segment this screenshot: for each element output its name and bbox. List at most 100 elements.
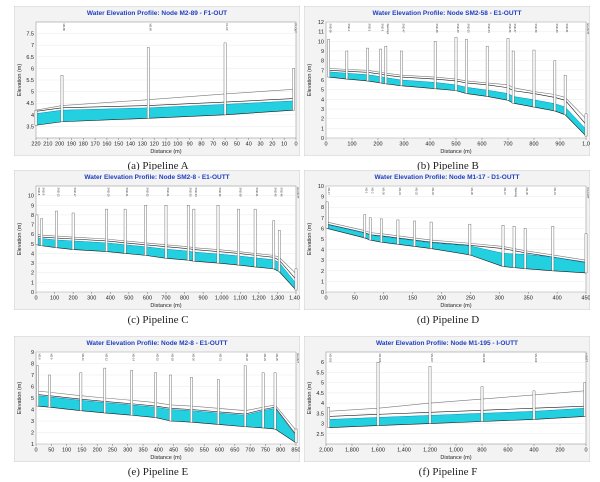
- x-tick-label: 0: [324, 142, 327, 148]
- x-tick-label: 450: [581, 296, 590, 302]
- x-tick-label: 600: [477, 142, 486, 148]
- y-tick-label: 9: [321, 195, 324, 201]
- y-axis-label: Elevation (m): [17, 223, 23, 256]
- node-label: SM2-59: [534, 24, 538, 34]
- y-tick-label: 9: [31, 203, 34, 209]
- y-tick-label: 6: [321, 78, 324, 84]
- panel-caption: (a) Pipeline A: [127, 160, 189, 172]
- node-label: M1-30: [381, 188, 385, 196]
- water-fill: [36, 100, 294, 126]
- x-tick-label: 750: [261, 448, 270, 454]
- y-axis-label: Elevation (m): [307, 223, 313, 256]
- node-label: M2-89: [62, 24, 66, 32]
- x-tick-label: 50: [352, 296, 358, 302]
- y-tick-label: 2: [31, 271, 34, 277]
- node-label: SM2-21: [125, 188, 129, 198]
- node-manhole: [553, 60, 557, 112]
- node-manhole: [325, 201, 329, 229]
- y-tick-label: 9: [321, 49, 324, 55]
- x-tick-label: 900: [199, 296, 208, 302]
- x-tick-label: 350: [524, 296, 533, 302]
- y-tick-label: 4: [321, 401, 324, 407]
- x-tick-label: 10: [281, 142, 287, 148]
- x-tick-label: 2,000: [319, 448, 333, 454]
- node-manhole: [186, 205, 190, 261]
- y-tick-label: 2: [321, 269, 324, 275]
- node-label: E1-OUTT: [586, 24, 590, 36]
- node-manhole: [583, 382, 587, 417]
- water-fill: [328, 408, 585, 428]
- y-tick-label: 3: [321, 107, 324, 113]
- node-label: M2-25: [275, 354, 279, 362]
- x-tick-label: 0: [294, 142, 297, 148]
- x-tick-label: 600: [143, 296, 152, 302]
- x-tick-label: 0: [584, 448, 587, 454]
- x-tick-label: 180: [79, 142, 88, 148]
- node-label: SM2-48: [435, 24, 439, 34]
- profile-panel-5: Water Elevation Profile: Node M2-8 - E1-…: [14, 336, 302, 462]
- node-manhole: [384, 45, 388, 85]
- node-manhole: [433, 41, 437, 89]
- y-tick-label: 1: [31, 442, 34, 448]
- node-manhole: [429, 221, 433, 249]
- node-label: SM2-17: [73, 188, 77, 198]
- y-tick-label: 12: [318, 20, 324, 26]
- pipe-invert-line: [36, 244, 297, 291]
- y-tick-label: 5: [31, 90, 34, 96]
- chart-title: Water Elevation Profile: Node SM2-8 - E1…: [84, 174, 229, 181]
- y-tick-label: 5: [321, 88, 324, 94]
- node-label: I-OUTT: [585, 354, 589, 363]
- node-manhole: [584, 233, 588, 274]
- node-manhole: [105, 208, 108, 252]
- y-tick-label: 6: [321, 360, 324, 366]
- node-manhole: [272, 220, 276, 270]
- chart-title: Water Elevation Profile: Node M1-17 - D1…: [375, 174, 520, 181]
- node-label: SM2-25: [146, 188, 150, 198]
- ground-line: [328, 390, 585, 412]
- x-tick-label: 200: [69, 296, 78, 302]
- y-axis-label: Elevation (m): [307, 382, 313, 415]
- node-manhole: [584, 113, 588, 137]
- y-tick-label: 11: [318, 30, 324, 36]
- profile-panel-2: Water Elevation Profile: Node SM2-58 - E…: [304, 6, 592, 156]
- node-manhole: [368, 217, 372, 241]
- water-surface-line: [36, 237, 297, 284]
- x-axis-label: Distance (m): [150, 303, 181, 309]
- node-manhole: [400, 50, 403, 86]
- node-label: SM2-61: [565, 24, 569, 34]
- y-tick-label: 6: [31, 232, 34, 238]
- node-label: Spacing1: [386, 24, 390, 35]
- profile-chart: Water Elevation Profile: Node M2-8 - E1-…: [14, 336, 300, 462]
- y-tick-label: 7: [321, 68, 324, 74]
- x-axis-label: Distance (m): [440, 455, 471, 461]
- node-label: Spacing: [514, 188, 518, 198]
- x-tick-label: 20: [269, 142, 275, 148]
- y-tick-label: 8: [321, 59, 324, 65]
- profile-panel-1: Water Elevation Profile: Node M2-89 - F1…: [14, 6, 302, 156]
- y-tick-label: 8: [31, 362, 34, 368]
- x-tick-label: 30: [257, 142, 263, 148]
- y-axis-label: Elevation (m): [307, 64, 313, 97]
- node-label: SM2-41: [255, 188, 259, 198]
- node-manhole: [71, 212, 75, 250]
- x-tick-label: 80: [198, 142, 204, 148]
- node-manhole: [60, 75, 64, 122]
- node-label: SM2-53: [466, 24, 470, 34]
- node-label: D1-OUTT: [586, 188, 590, 200]
- node-manhole: [376, 362, 380, 426]
- x-tick-label: 1,800: [345, 448, 359, 454]
- chart-title: Water Elevation Profile: Node M2-89 - F1…: [87, 10, 227, 17]
- node-manhole: [413, 220, 416, 247]
- y-tick-label: 4: [321, 97, 324, 103]
- profile-panel-6: Water Elevation Profile: Node M1-195 - I…: [304, 336, 592, 462]
- x-axis-label: Distance (m): [440, 149, 471, 155]
- y-tick-label: 10: [318, 39, 324, 45]
- x-tick-label: 1,000: [215, 296, 229, 302]
- node-manhole: [379, 48, 382, 84]
- node-label: SM2-57: [513, 24, 517, 34]
- x-tick-label: 140: [126, 142, 135, 148]
- profile-chart: Water Elevation Profile: Node M1-195 - I…: [304, 336, 590, 462]
- x-tick-label: 200: [55, 142, 64, 148]
- node-manhole: [216, 379, 220, 425]
- node-label: M1-196: [378, 354, 382, 363]
